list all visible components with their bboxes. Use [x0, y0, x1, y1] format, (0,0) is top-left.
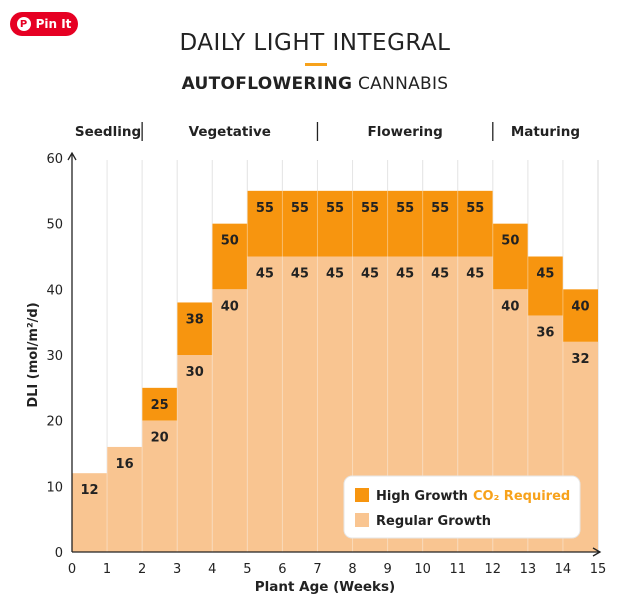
regular-value-label: 40: [221, 299, 239, 314]
high-growth-bar: [142, 387, 178, 421]
regular-value-label: 45: [361, 267, 379, 282]
regular-growth-bar: [282, 256, 318, 552]
high-growth-bar: [212, 223, 248, 290]
x-tick-label: 12: [485, 562, 502, 577]
regular-value-label: 45: [396, 267, 414, 282]
high-growth-bar: [177, 302, 213, 355]
high-value-label: 55: [291, 201, 309, 216]
regular-growth-bar: [72, 473, 108, 552]
high-growth-bar: [317, 190, 353, 257]
stage-label: Maturing: [511, 124, 580, 140]
pinterest-icon: P: [16, 17, 31, 31]
y-axis-label: DLI (mol/m²/d): [26, 302, 41, 407]
x-tick-label: 8: [348, 562, 356, 577]
legend-label-high: High Growth: [376, 489, 468, 504]
high-value-label: 38: [186, 312, 204, 327]
x-tick-label: 15: [590, 562, 607, 577]
regular-growth-bar: [247, 256, 283, 552]
high-growth-bar: [282, 190, 318, 257]
subtitle-bold: AUTOFLOWERING: [181, 74, 353, 94]
x-tick-label: 13: [520, 562, 537, 577]
x-tick-label: 9: [383, 562, 391, 577]
x-tick-label: 11: [449, 562, 466, 577]
regular-growth-bar: [107, 446, 143, 552]
y-tick-label: 40: [46, 283, 63, 298]
regular-value-label: 45: [466, 267, 484, 282]
high-growth-bar: [562, 289, 598, 342]
regular-value-label: 12: [80, 483, 98, 498]
regular-growth-bar: [177, 355, 213, 552]
x-tick-label: 6: [278, 562, 286, 577]
regular-value-label: 40: [501, 299, 519, 314]
pin-it-label: Pin It: [35, 17, 72, 31]
y-tick-label: 30: [46, 349, 63, 364]
high-growth-bar: [352, 190, 388, 257]
regular-value-label: 45: [291, 267, 309, 282]
x-tick-label: 3: [173, 562, 181, 577]
pin-it-button[interactable]: P Pin It: [10, 12, 78, 36]
x-tick-label: 4: [208, 562, 216, 577]
x-tick-label: 14: [555, 562, 572, 577]
high-value-label: 45: [536, 267, 554, 282]
chart-subtitle: AUTOFLOWERING CANNABIS: [0, 74, 630, 94]
regular-growth-bar: [142, 420, 178, 552]
high-value-label: 55: [256, 201, 274, 216]
high-growth-bar: [387, 190, 423, 257]
y-tick-label: 50: [46, 218, 63, 233]
y-tick-label: 0: [55, 546, 63, 561]
x-axis-label: Plant Age (Weeks): [255, 579, 395, 595]
stage-label: Seedling: [75, 124, 141, 140]
high-growth-bar: [527, 256, 563, 316]
stage-label: Flowering: [367, 124, 442, 140]
x-tick-label: 5: [243, 562, 251, 577]
regular-value-label: 45: [256, 267, 274, 282]
regular-value-label: 45: [431, 267, 449, 282]
title-accent-line: [305, 63, 327, 66]
regular-value-label: 45: [326, 267, 344, 282]
high-growth-bar: [247, 190, 283, 257]
x-tick-label: 10: [414, 562, 431, 577]
high-growth-bar: [422, 190, 458, 257]
regular-value-label: 32: [571, 352, 589, 367]
high-value-label: 25: [151, 398, 169, 413]
y-axis-arrow-icon: [67, 151, 77, 161]
x-tick-label: 2: [138, 562, 146, 577]
legend-label-regular: Regular Growth: [376, 514, 491, 529]
high-value-label: 55: [361, 201, 379, 216]
y-tick-label: 20: [46, 415, 63, 430]
x-tick-label: 7: [313, 562, 321, 577]
regular-value-label: 30: [186, 365, 204, 380]
x-tick-label: 1: [103, 562, 111, 577]
high-growth-bar: [457, 190, 493, 257]
legend-note-co2: CO₂ Required: [473, 489, 570, 504]
regular-value-label: 16: [116, 457, 134, 472]
regular-growth-bar: [212, 289, 248, 552]
stage-label: Vegetative: [189, 124, 271, 140]
regular-value-label: 36: [536, 326, 554, 341]
high-value-label: 40: [571, 299, 589, 314]
high-value-label: 55: [326, 201, 344, 216]
y-tick-label: 60: [46, 152, 63, 167]
high-value-label: 50: [221, 234, 239, 249]
legend-swatch-regular: [355, 513, 369, 527]
x-tick-label: 0: [68, 562, 76, 577]
x-axis-arrow-icon: [592, 547, 602, 557]
high-value-label: 55: [396, 201, 414, 216]
legend-swatch-high: [355, 488, 369, 502]
regular-value-label: 20: [151, 431, 169, 446]
high-value-label: 50: [501, 234, 519, 249]
high-value-label: 55: [431, 201, 449, 216]
high-value-label: 55: [466, 201, 484, 216]
legend-box: [343, 475, 581, 539]
y-tick-label: 10: [46, 480, 63, 495]
high-growth-bar: [492, 223, 528, 290]
chart-title: DAILY LIGHT INTEGRAL: [179, 30, 451, 56]
subtitle-rest: CANNABIS: [357, 74, 449, 94]
